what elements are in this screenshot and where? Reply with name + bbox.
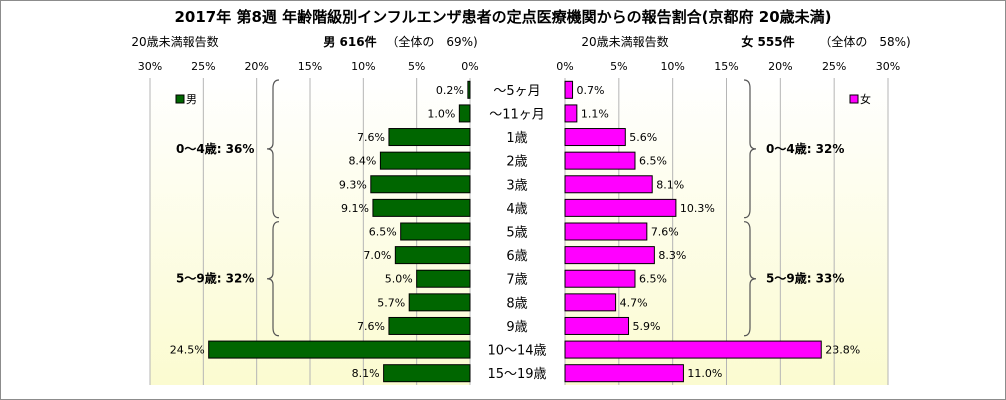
female-bar (564, 316, 630, 335)
male-data-label: 5.7% (377, 296, 405, 309)
right-tick-label: 15% (714, 60, 738, 73)
female-data-label: 1.1% (581, 107, 609, 120)
female-legend-label: 女 (860, 92, 871, 106)
male-annotation-5-9: 5〜9歳: 32% (176, 271, 254, 286)
male-data-label: 6.5% (369, 226, 397, 239)
left-tick-label: 25% (191, 60, 215, 73)
category-label: 〜11ヶ月 (489, 107, 545, 122)
male-data-label: 9.1% (341, 202, 369, 215)
left-tick-label: 30% (138, 60, 162, 73)
female-brace-0-4 (743, 79, 757, 219)
female-data-label: 6.5% (639, 273, 667, 286)
right-share: （全体の 58%) (819, 34, 910, 49)
category-label: 2歳 (506, 155, 527, 170)
female-data-label: 6.5% (639, 155, 667, 168)
category-label: 10〜14歳 (487, 344, 546, 359)
left-tick-label: 5% (408, 60, 425, 73)
male-annotation-0-4: 0〜4歳: 36% (176, 141, 254, 156)
female-bar (564, 151, 636, 170)
female-bar (564, 222, 648, 241)
male-brace-0-4 (266, 79, 280, 219)
male-legend-label: 男 (186, 93, 197, 106)
right-caption: 20歳未満報告数 (581, 34, 668, 49)
category-label: 4歳 (506, 202, 527, 217)
female-data-label: 0.7% (577, 84, 605, 97)
category-label: 5歳 (506, 226, 527, 241)
male-data-label: 8.4% (348, 155, 376, 168)
right-tick-label: 25% (822, 60, 846, 73)
male-bar (467, 80, 471, 99)
category-label: 15〜19歳 (487, 367, 546, 382)
male-brace-5-9 (266, 221, 280, 337)
female-bar (564, 175, 653, 194)
female-bar (564, 80, 574, 99)
category-label: 8歳 (506, 296, 527, 311)
male-bar (394, 246, 471, 265)
left-tick-label: 20% (244, 60, 268, 73)
female-annotation-0-4: 0〜4歳: 32% (766, 141, 844, 156)
male-legend-swatch (175, 94, 185, 104)
category-label: 7歳 (506, 273, 527, 288)
female-data-label: 23.8% (825, 344, 860, 357)
male-bar (458, 104, 471, 123)
female-bar (564, 128, 626, 147)
female-bar (564, 104, 578, 123)
female-bar (564, 198, 677, 217)
male-data-label: 24.5% (170, 344, 205, 357)
male-data-label: 7.6% (357, 131, 385, 144)
female-bar (564, 246, 655, 265)
male-bar (388, 128, 471, 147)
male-bar (383, 364, 471, 383)
female-data-label: 8.3% (658, 249, 686, 262)
female-data-label: 5.9% (633, 320, 661, 333)
male-bar (408, 293, 471, 312)
male-bar (208, 340, 471, 359)
left-count: 男 616件 (323, 34, 376, 49)
right-tick-label: 0% (556, 60, 573, 73)
right-tick-label: 10% (660, 60, 684, 73)
male-bar (370, 175, 471, 194)
male-data-label: 5.0% (385, 273, 413, 286)
male-data-label: 7.0% (363, 249, 391, 262)
male-bar (388, 316, 471, 335)
male-bar (379, 151, 471, 170)
male-data-label: 7.6% (357, 320, 385, 333)
right-tick-label: 30% (876, 60, 900, 73)
male-bar (372, 198, 471, 217)
female-legend-swatch (849, 94, 859, 104)
female-annotation-5-9: 5〜9歳: 33% (766, 271, 844, 286)
female-data-label: 4.7% (620, 296, 648, 309)
category-label: 6歳 (506, 249, 527, 264)
category-label: 9歳 (506, 320, 527, 335)
male-data-label: 8.1% (352, 367, 380, 380)
female-brace-5-9 (743, 221, 757, 337)
left-tick-label: 0% (461, 60, 478, 73)
category-label: 1歳 (506, 131, 527, 146)
left-tick-label: 10% (351, 60, 375, 73)
female-data-label: 7.6% (651, 226, 679, 239)
female-data-label: 5.6% (629, 131, 657, 144)
right-tick-label: 20% (768, 60, 792, 73)
right-count: 女 555件 (741, 34, 794, 49)
right-tick-label: 5% (610, 60, 627, 73)
male-data-label: 9.3% (339, 178, 367, 191)
category-label: 〜5ヶ月 (493, 84, 540, 99)
female-data-label: 10.3% (680, 202, 715, 215)
female-bar (564, 269, 636, 288)
female-bar (564, 340, 822, 359)
male-data-label: 0.2% (436, 84, 464, 97)
category-label: 3歳 (506, 178, 527, 193)
male-bar (400, 222, 471, 241)
female-data-label: 8.1% (656, 178, 684, 191)
male-bar (416, 269, 471, 288)
male-data-label: 1.0% (427, 107, 455, 120)
left-caption: 20歳未満報告数 (131, 34, 218, 49)
female-bar (564, 364, 684, 383)
left-tick-label: 15% (298, 60, 322, 73)
female-bar (564, 293, 617, 312)
chart-title: 2017年 第8週 年齢階級別インフルエンザ患者の定点医療機関からの報告割合(京… (175, 8, 832, 26)
left-share: （全体の 69%) (386, 34, 477, 49)
female-data-label: 11.0% (687, 367, 722, 380)
